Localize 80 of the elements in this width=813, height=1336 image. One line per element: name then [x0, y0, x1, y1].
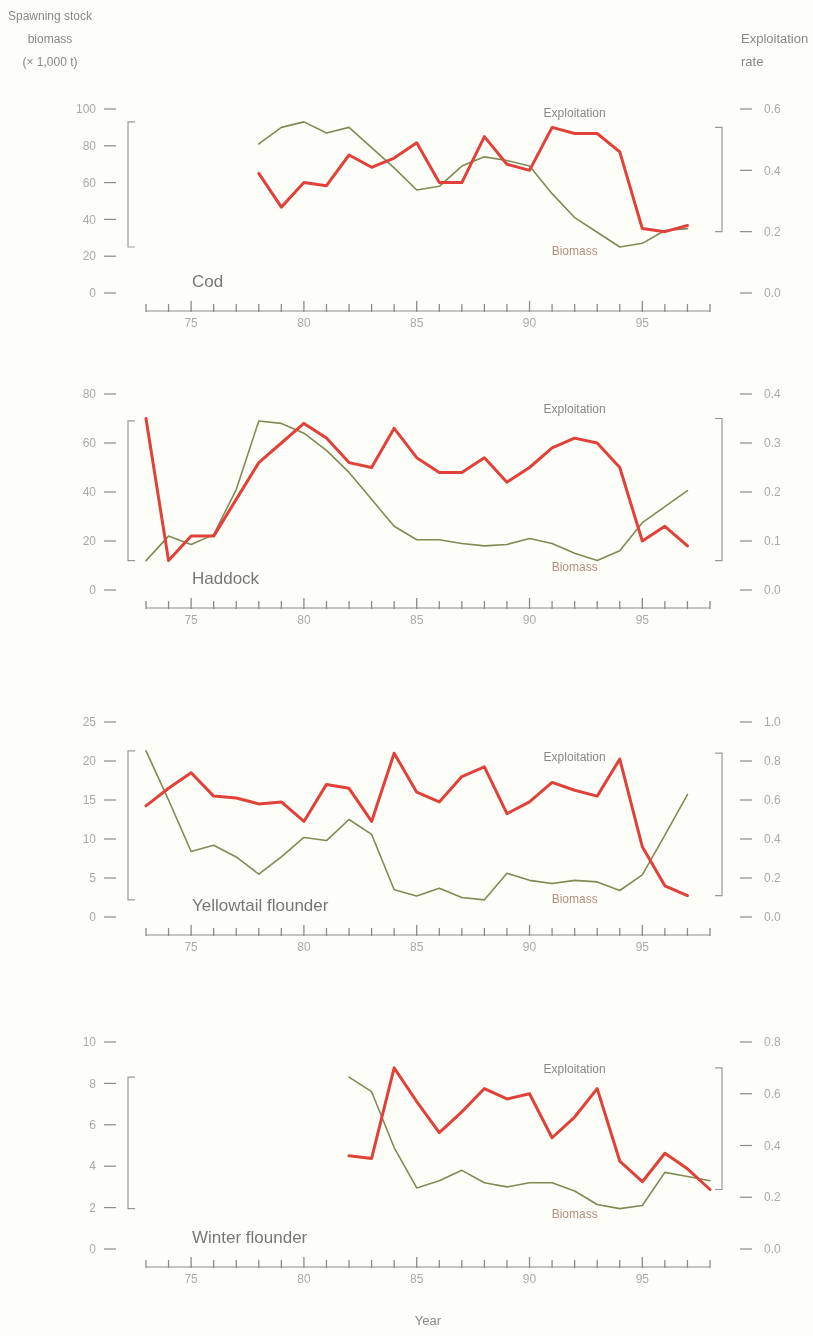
series-label: Biomass — [551, 560, 598, 574]
y2-axis-title: Exploitation rate — [741, 31, 809, 69]
y2-tick-label: 0.6 — [764, 793, 782, 808]
y-tick-label: 0 — [89, 583, 97, 598]
x-tick-label: 95 — [635, 940, 650, 954]
x-tick-label: 90 — [522, 1272, 537, 1286]
y-tick-label: 40 — [82, 485, 97, 500]
y-tick-label: 25 — [82, 715, 97, 730]
x-tick-label: 95 — [635, 613, 650, 627]
y-tick-label: 15 — [82, 793, 97, 808]
y-tick-label: 60 — [82, 175, 97, 190]
y-tick-label: 100 — [75, 102, 97, 117]
y2-tick-label: 0.2 — [764, 871, 782, 886]
y2-tick-label: 0.6 — [764, 102, 782, 117]
y-tick-label: 4 — [89, 1159, 97, 1174]
line-series — [348, 1076, 711, 1210]
x-tick-label: 95 — [635, 1272, 650, 1286]
y-tick-label: 40 — [82, 212, 97, 227]
x-tick-label: 90 — [522, 316, 537, 330]
y-tick-label: 0 — [89, 910, 97, 925]
y-tick-label: 80 — [82, 387, 97, 402]
text: Cod — [192, 272, 224, 291]
y2-tick-label: 0.8 — [764, 1035, 782, 1050]
text: Exploitation — [543, 402, 606, 416]
y-tick-label: 0 — [89, 286, 97, 301]
y2-tick-label: 0.8 — [764, 754, 782, 769]
y2-tick-label: 0.2 — [764, 485, 782, 500]
x-axis-title: Year — [414, 1313, 442, 1328]
y-tick-label: 80 — [82, 139, 97, 153]
x-tick-label: 80 — [297, 1272, 311, 1286]
series-label: Biomass — [551, 892, 598, 906]
y-tick-label: 20 — [82, 534, 97, 549]
y-tick-label: 0 — [89, 1242, 97, 1257]
x-tick-label: 85 — [410, 940, 424, 954]
y2-tick-label: 0.0 — [764, 1242, 782, 1257]
y-tick-label: 8 — [89, 1076, 97, 1091]
text: Haddock — [192, 569, 260, 588]
text: Winter flounder — [192, 1228, 308, 1247]
y-tick-label: 10 — [82, 832, 97, 847]
y2-tick-label: 0.2 — [764, 1190, 782, 1205]
y2-tick-label: 0.0 — [764, 910, 782, 925]
y-tick-label: 20 — [82, 249, 97, 264]
y2-tick-label: 0.6 — [764, 1086, 782, 1101]
series-label: Exploitation — [543, 106, 606, 120]
y-tick-label: 6 — [89, 1118, 97, 1132]
x-tick-label: 75 — [184, 316, 199, 330]
y-tick-label: 2 — [89, 1200, 97, 1215]
y-tick-label: 10 — [82, 1035, 97, 1050]
series-label: Exploitation — [543, 750, 606, 764]
x-tick-label: 80 — [297, 316, 311, 330]
x-tick-label: 90 — [522, 613, 537, 627]
y2-tick-label: 0.1 — [764, 534, 782, 549]
x-tick-label: 85 — [410, 316, 424, 330]
y-tick-label: 5 — [89, 871, 97, 886]
y-axis-title: Spawning stock biomass (× 1,000 t) — [7, 9, 94, 69]
series-label: Exploitation — [543, 1062, 606, 1076]
x-tick-label: 75 — [184, 613, 199, 627]
series-label: Biomass — [551, 1207, 598, 1221]
y2-tick-label: 0.0 — [764, 583, 782, 598]
y2-tick-label: 0.2 — [764, 224, 782, 239]
y2-tick-label: 0.3 — [764, 436, 782, 451]
x-tick-label: 80 — [297, 940, 311, 954]
x-tick-label: 75 — [184, 1272, 199, 1286]
x-tick-label: 85 — [410, 613, 424, 627]
y2-tick-label: 0.4 — [764, 1138, 782, 1153]
x-tick-label: 75 — [184, 940, 199, 954]
y-tick-label: 20 — [82, 754, 97, 769]
text: Yellowtail flounder — [192, 896, 329, 915]
y2-tick-label: 0.4 — [764, 163, 782, 178]
x-tick-label: 85 — [410, 1272, 424, 1286]
series-label: Biomass — [551, 244, 598, 258]
x-tick-label: 90 — [522, 940, 537, 954]
y2-tick-label: 0.4 — [764, 832, 782, 847]
x-tick-label: 80 — [297, 613, 311, 627]
y2-tick-label: 0.4 — [764, 387, 782, 402]
x-tick-label: 95 — [635, 316, 650, 330]
line-series — [347, 1066, 712, 1191]
y-tick-label: 60 — [82, 436, 97, 451]
y2-tick-label: 0.0 — [764, 286, 782, 301]
y2-tick-label: 1.0 — [764, 715, 782, 730]
